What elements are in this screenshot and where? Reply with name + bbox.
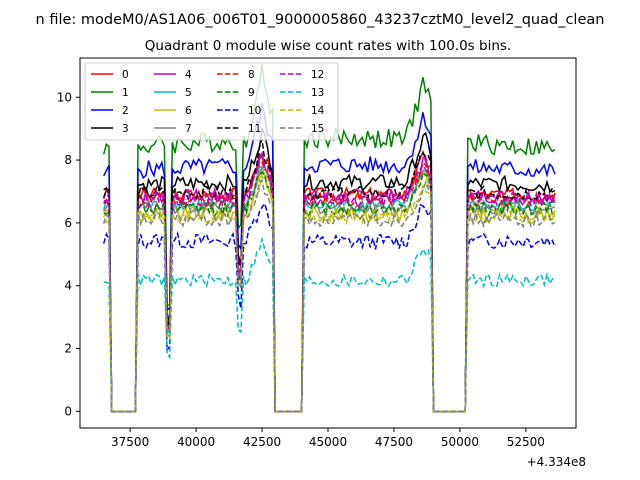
legend-label-0: 0 [122,69,129,81]
legend-label-7: 7 [185,123,192,135]
series-line-11 [103,138,556,413]
x-offset-label: +4.334e8 [527,455,586,469]
series-line-9 [103,171,556,413]
x-tick-label: 45000 [309,435,347,449]
series-line-14 [103,173,556,413]
x-tick-label: 52500 [507,435,545,449]
series-line-15 [102,179,556,413]
legend-label-10: 10 [248,105,261,117]
legend-label-14: 14 [311,105,325,117]
legend-label-12: 12 [311,69,324,81]
series-line-12 [103,152,556,413]
y-tick-label: 0 [64,404,72,418]
x-tick-label: 50000 [441,435,479,449]
chart-title-file: n file: modeM0/AS1A06_006T01_9000005860_… [36,12,605,28]
y-axis: 0 2 4 6 8 10 [57,90,80,418]
x-tick-label: 37500 [111,435,149,449]
legend-label-13: 13 [311,87,324,99]
series-line-10 [102,202,556,413]
plot-area [79,57,577,429]
x-axis: 37500 40000 42500 45000 47500 50000 52500 [111,428,545,449]
y-tick-label: 8 [64,153,72,167]
series-line-3 [103,125,556,413]
legend-label-1: 1 [122,87,129,99]
x-tick-label: 40000 [177,435,215,449]
legend-label-11: 11 [248,123,261,135]
legend-label-15: 15 [311,123,324,135]
legend-label-6: 6 [185,105,192,117]
legend-label-5: 5 [185,87,192,99]
chart-title: Quadrant 0 module wise count rates with … [145,38,511,54]
legend-label-2: 2 [122,105,129,117]
legend-label-8: 8 [248,69,255,81]
y-tick-label: 2 [64,342,72,356]
series-line-13 [103,236,556,413]
y-tick-label: 4 [64,279,72,293]
legend-label-9: 9 [248,87,255,99]
series-layer [102,64,556,413]
legend-label-4: 4 [185,69,192,81]
y-tick-label: 10 [57,90,72,104]
legend-label-3: 3 [122,123,129,135]
series-line-2 [103,102,556,413]
legend-box [84,62,339,141]
x-tick-label: 47500 [375,435,413,449]
y-tick-label: 6 [64,216,72,230]
x-tick-label: 42500 [243,435,281,449]
